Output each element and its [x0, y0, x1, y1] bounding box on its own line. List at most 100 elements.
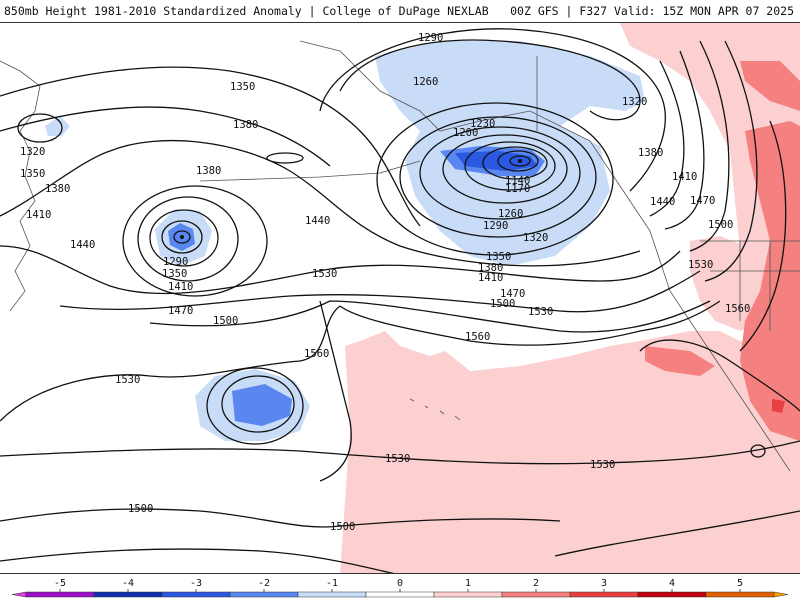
colorbar-swatch: [11, 591, 27, 598]
contour-line: [497, 150, 539, 172]
colorbar-tick-label: -1: [326, 578, 338, 589]
contour-line: [649, 60, 685, 217]
contour-label: 1500: [708, 219, 733, 231]
contour-labels: 1290 1260 1230 1200 1140 1170 1260 1290 …: [20, 32, 750, 533]
map-panel: 1290 1260 1230 1200 1140 1170 1260 1290 …: [0, 22, 800, 574]
colorbar-tick-label: 0: [397, 578, 403, 589]
contour-line: [161, 220, 203, 254]
colorbar-swatch: [773, 591, 789, 598]
contour-label: 1380: [638, 147, 663, 159]
contour-label: 1260: [413, 76, 438, 88]
contour-line: [339, 300, 721, 346]
contour-line: [137, 196, 239, 282]
contour-label: 1530: [528, 306, 553, 318]
contour-line: [0, 139, 641, 267]
contour-label: 1320: [20, 146, 45, 158]
low-centers: [180, 159, 522, 239]
contour-label: 1530: [385, 453, 410, 465]
contour-line: [59, 270, 701, 313]
colorbar-canvas: -5 -4 -3 -2 -1 0 1 2 3 4 5: [11, 578, 789, 598]
contour-line: [509, 155, 531, 167]
colorbar-swatch: [25, 591, 95, 598]
contour-label: 1380: [478, 262, 503, 274]
contour-line: [0, 305, 341, 422]
contour-line: [419, 126, 581, 220]
contour-line: [122, 185, 268, 297]
colorbar-swatch: [637, 591, 707, 598]
red-anomaly-region: [740, 61, 800, 111]
colorbar-tick-label: 4: [669, 578, 675, 589]
contour-label: 1530: [688, 259, 713, 271]
contour-line: [173, 230, 191, 244]
contour-label: 1350: [162, 268, 187, 280]
model-run-info: 00Z GFS | F327 Valid: 15Z MON APR 07 202…: [510, 4, 794, 18]
contour-label: 1470: [168, 305, 193, 317]
hawaii-islands: [409, 398, 461, 421]
colorbar-swatches: [11, 591, 789, 598]
contour-line: [221, 375, 295, 433]
height-contours: [0, 28, 800, 573]
contour-label: 1320: [622, 96, 647, 108]
map-title: 850mb Height 1981-2010 Standardized Anom…: [4, 4, 489, 18]
contour-line: [376, 102, 614, 256]
contour-line: [319, 28, 666, 192]
contour-label: 1560: [465, 331, 490, 343]
anomaly-colorbar: -5 -4 -3 -2 -1 0 1 2 3 4 5: [0, 574, 800, 600]
contour-line: [319, 300, 352, 482]
red-anomaly-region: [772, 399, 785, 413]
contour-line: [554, 510, 800, 557]
contour-label: 1440: [650, 196, 675, 208]
contour-line: [149, 209, 219, 267]
colorbar-swatch: [93, 591, 163, 598]
low-center-marker: [180, 235, 184, 239]
map-canvas: 1290 1260 1230 1200 1140 1170 1260 1290 …: [0, 23, 800, 573]
contour-line: [17, 113, 63, 143]
contour-line: [739, 120, 787, 352]
contour-label: 1230: [470, 118, 495, 130]
contour-label: 1350: [486, 251, 511, 263]
contour-label: 1350: [230, 81, 255, 93]
red-anomaly-region: [340, 331, 800, 573]
colorbar-swatch: [229, 591, 299, 598]
contour-label: 1410: [478, 272, 503, 284]
contour-line: [0, 508, 561, 528]
colorbar-tick-label: -3: [190, 578, 202, 589]
blue-anomaly-region: [45, 116, 70, 136]
contour-label: 1440: [70, 239, 95, 251]
contour-label: 1290: [483, 220, 508, 232]
contour-label: 1350: [20, 168, 45, 180]
colorbar-swatch: [161, 591, 231, 598]
colorbar-tick-label: -2: [258, 578, 270, 589]
contour-line: [639, 339, 800, 412]
contour-label: 1170: [505, 183, 530, 195]
contour-line: [750, 444, 766, 458]
colorbar-tick-label: -4: [122, 578, 134, 589]
contour-label: 1410: [168, 281, 193, 293]
contour-line: [704, 40, 758, 282]
contour-label: 1500: [490, 298, 515, 310]
colorbar-tick-label: -5: [54, 578, 66, 589]
low-center-marker: [518, 159, 522, 163]
contour-line: [149, 300, 711, 333]
contour-label: 1500: [213, 315, 238, 327]
contour-label: 1320: [523, 232, 548, 244]
contour-label: 1260: [498, 208, 523, 220]
contour-label: 1470: [690, 195, 715, 207]
contour-line: [689, 40, 730, 252]
colorbar-tick-label: 5: [737, 578, 743, 589]
contour-line: [0, 66, 421, 227]
contour-label: 1200: [453, 127, 478, 139]
contour-line: [0, 440, 800, 465]
contour-line: [0, 106, 331, 167]
contour-line: [266, 152, 304, 164]
contour-label: 1410: [26, 209, 51, 221]
colorbar-swatch: [705, 591, 775, 598]
contour-line: [442, 134, 568, 204]
colorbar-swatch: [569, 591, 639, 598]
contour-label: 1500: [128, 503, 153, 515]
colorbar-swatch: [433, 591, 503, 598]
colorbar-ticks: -5 -4 -3 -2 -1 0 1 2 3 4 5: [54, 578, 743, 592]
contour-line: [464, 141, 556, 191]
contour-line: [482, 146, 548, 180]
contour-label: 1380: [196, 165, 221, 177]
